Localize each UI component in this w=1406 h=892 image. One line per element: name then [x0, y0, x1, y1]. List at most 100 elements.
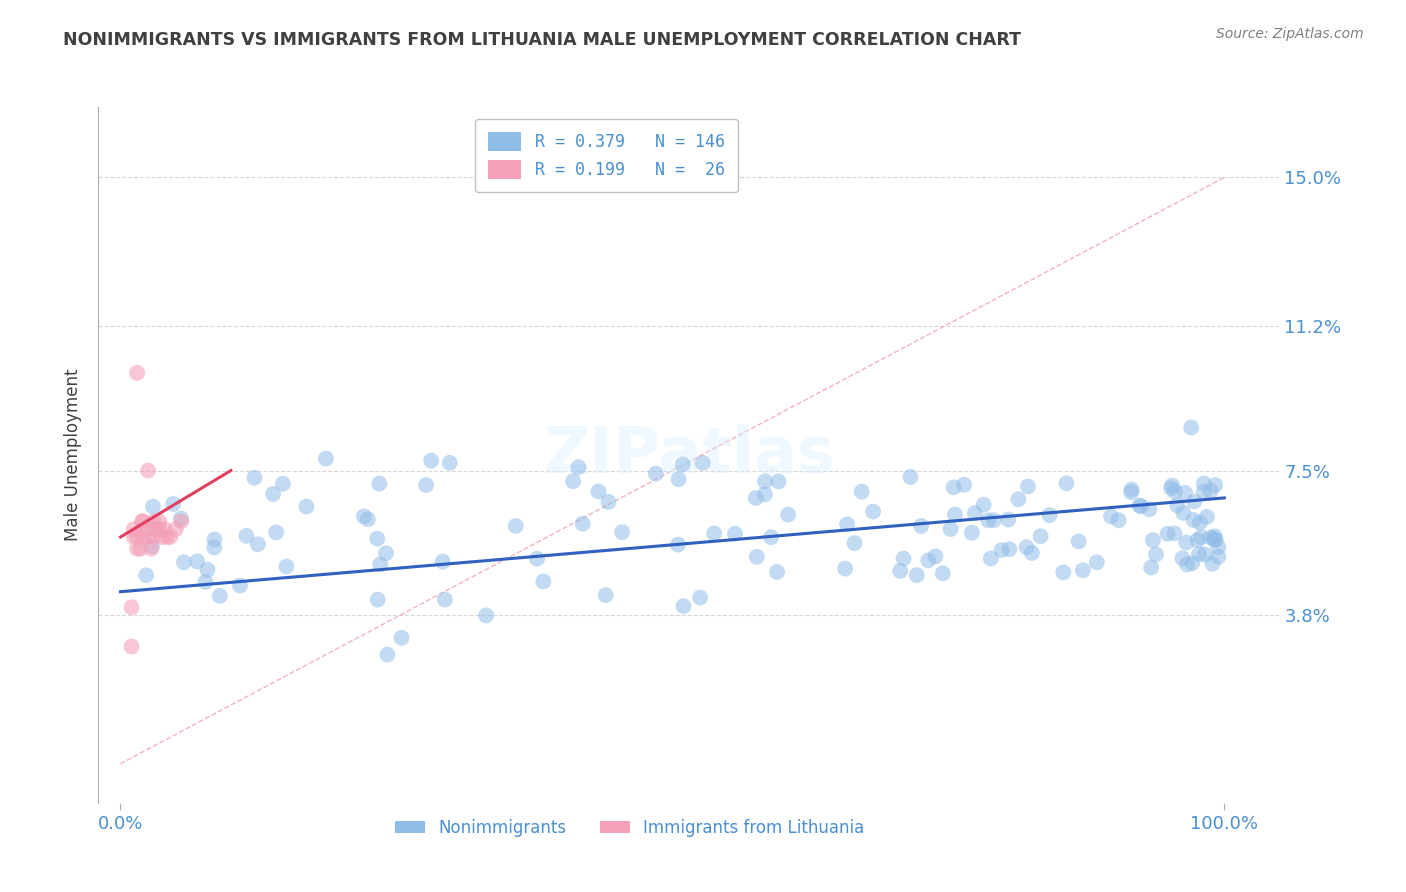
- Point: [246, 537, 269, 551]
- Point: [834, 561, 856, 575]
- Point: [142, 521, 165, 535]
- Point: [148, 522, 170, 536]
- Point: [980, 551, 1002, 566]
- Point: [125, 366, 148, 380]
- Point: [131, 514, 153, 528]
- Point: [754, 487, 776, 501]
- Point: [1173, 506, 1195, 520]
- Point: [588, 484, 610, 499]
- Point: [689, 591, 711, 605]
- Point: [432, 555, 454, 569]
- Legend: Nonimmigrants, Immigrants from Lithuania: Nonimmigrants, Immigrants from Lithuania: [388, 812, 872, 843]
- Point: [1166, 498, 1188, 512]
- Point: [672, 458, 695, 472]
- Point: [1182, 494, 1205, 508]
- Point: [526, 551, 548, 566]
- Point: [156, 530, 179, 544]
- Point: [357, 512, 380, 526]
- Point: [415, 478, 437, 492]
- Point: [835, 517, 858, 532]
- Point: [977, 513, 1000, 527]
- Point: [125, 530, 148, 544]
- Point: [1188, 516, 1211, 530]
- Point: [264, 525, 287, 540]
- Point: [235, 529, 257, 543]
- Point: [1085, 555, 1108, 569]
- Point: [1205, 533, 1227, 547]
- Point: [1189, 530, 1212, 544]
- Point: [271, 476, 294, 491]
- Point: [433, 592, 456, 607]
- Point: [1052, 566, 1074, 580]
- Point: [162, 497, 184, 511]
- Point: [1015, 540, 1038, 554]
- Point: [420, 453, 443, 467]
- Point: [170, 511, 193, 525]
- Point: [905, 568, 928, 582]
- Point: [276, 559, 298, 574]
- Point: [122, 522, 145, 536]
- Point: [1121, 485, 1143, 500]
- Point: [173, 555, 195, 569]
- Point: [998, 542, 1021, 557]
- Point: [368, 558, 391, 572]
- Point: [953, 477, 976, 491]
- Point: [939, 522, 962, 536]
- Point: [1067, 534, 1090, 549]
- Point: [145, 522, 167, 536]
- Point: [778, 508, 800, 522]
- Point: [134, 522, 156, 536]
- Point: [1188, 547, 1211, 561]
- Point: [377, 648, 399, 662]
- Point: [1199, 483, 1222, 498]
- Point: [197, 563, 219, 577]
- Point: [368, 476, 391, 491]
- Point: [375, 546, 398, 560]
- Point: [1137, 502, 1160, 516]
- Point: [562, 474, 585, 488]
- Point: [900, 470, 922, 484]
- Point: [141, 541, 163, 556]
- Point: [644, 467, 666, 481]
- Point: [1163, 526, 1185, 541]
- Point: [1140, 560, 1163, 574]
- Point: [1171, 551, 1194, 566]
- Point: [983, 513, 1005, 527]
- Y-axis label: Male Unemployment: Male Unemployment: [65, 368, 83, 541]
- Point: [844, 536, 866, 550]
- Point: [229, 578, 252, 592]
- Point: [1192, 476, 1215, 491]
- Point: [148, 514, 170, 528]
- Point: [1180, 420, 1202, 434]
- Point: [759, 530, 782, 544]
- Point: [531, 574, 554, 589]
- Point: [1181, 556, 1204, 570]
- Point: [610, 525, 633, 540]
- Point: [1121, 483, 1143, 497]
- Point: [1038, 508, 1060, 522]
- Point: [1160, 481, 1182, 495]
- Point: [963, 506, 986, 520]
- Point: [204, 533, 226, 547]
- Point: [1204, 478, 1226, 492]
- Point: [1161, 478, 1184, 492]
- Point: [194, 574, 217, 589]
- Point: [1156, 526, 1178, 541]
- Point: [1144, 547, 1167, 561]
- Point: [724, 526, 747, 541]
- Point: [1175, 558, 1198, 572]
- Point: [1054, 476, 1077, 491]
- Point: [1029, 529, 1052, 543]
- Point: [893, 551, 915, 566]
- Point: [745, 549, 768, 564]
- Point: [131, 530, 153, 544]
- Point: [862, 505, 884, 519]
- Point: [990, 543, 1012, 558]
- Point: [135, 568, 157, 582]
- Point: [125, 541, 148, 556]
- Point: [598, 495, 620, 509]
- Point: [202, 541, 225, 555]
- Point: [1204, 529, 1226, 543]
- Point: [129, 541, 152, 556]
- Point: [353, 509, 375, 524]
